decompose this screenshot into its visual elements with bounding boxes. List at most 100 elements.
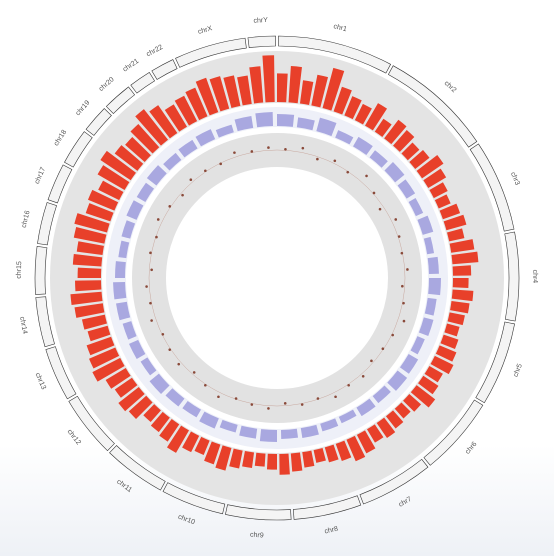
- track-point: [284, 147, 287, 151]
- track-bar: [237, 75, 252, 106]
- track-bar: [195, 77, 219, 116]
- track-bar: [159, 419, 180, 442]
- track-point: [267, 407, 270, 410]
- track-point: [150, 319, 153, 322]
- track-bar: [451, 289, 474, 302]
- track-bar: [249, 66, 264, 104]
- track-bar: [290, 452, 303, 472]
- track-point: [177, 362, 181, 366]
- track-point: [397, 235, 401, 238]
- track-bar: [439, 203, 461, 220]
- track-bar: [427, 256, 439, 275]
- chromosome-label: chr15: [16, 261, 24, 279]
- track-point: [204, 383, 207, 387]
- track-bar: [136, 182, 155, 202]
- track-bar: [242, 451, 255, 468]
- track-bar: [122, 321, 137, 340]
- ideogram: [68, 395, 115, 452]
- track-bar: [126, 200, 144, 220]
- ideogram: [130, 71, 156, 94]
- track-bar: [116, 301, 131, 321]
- track-bar: [76, 241, 104, 256]
- track-bar: [166, 425, 189, 453]
- track-bar: [150, 411, 170, 433]
- track-bar: [417, 215, 434, 235]
- track-bar: [434, 194, 451, 209]
- track-bar: [277, 73, 288, 103]
- chromosome-label: chr8: [324, 526, 339, 536]
- ideogram: [47, 164, 73, 204]
- track-point: [150, 268, 153, 272]
- track-point: [316, 397, 320, 400]
- track-bar: [229, 448, 243, 469]
- track-bar: [239, 425, 258, 439]
- chromosome-label: chr3: [509, 171, 521, 186]
- track-bar: [149, 373, 170, 394]
- track-bar: [89, 347, 120, 369]
- track-bar: [74, 303, 105, 318]
- track-point: [316, 157, 319, 161]
- track-bar: [444, 323, 460, 337]
- track-point: [219, 162, 222, 166]
- track-bar: [418, 317, 434, 337]
- track-bar: [333, 86, 352, 115]
- track-point: [156, 218, 160, 221]
- track-point: [402, 301, 405, 305]
- track-point: [217, 395, 220, 399]
- track-bar: [423, 168, 447, 189]
- track-bar: [87, 189, 119, 211]
- track-bar: [399, 354, 419, 374]
- track-bar: [130, 124, 160, 154]
- track-bar: [163, 152, 182, 171]
- track-bar: [394, 402, 411, 419]
- track-bar: [254, 452, 266, 467]
- track-bar: [393, 130, 415, 152]
- track-bar: [320, 418, 339, 432]
- track-bar: [128, 395, 153, 419]
- track-point: [250, 150, 254, 153]
- track-bar: [182, 400, 201, 418]
- track-bar: [143, 404, 161, 423]
- ideogram: [504, 231, 520, 322]
- track-point: [204, 169, 207, 173]
- track-bar: [178, 139, 198, 158]
- track-bar: [452, 278, 469, 289]
- point-baseline: [148, 149, 406, 407]
- track-point: [334, 395, 337, 399]
- track-bar: [335, 130, 354, 145]
- track-bar: [369, 150, 388, 168]
- ideogram: [225, 504, 292, 521]
- track-bar: [97, 165, 130, 190]
- track-point: [234, 397, 238, 400]
- track-bar: [344, 96, 362, 120]
- track-point: [381, 347, 385, 351]
- track-bar: [259, 429, 277, 442]
- track-bar: [410, 385, 436, 408]
- track-bar: [87, 325, 111, 342]
- track-bar: [435, 345, 457, 362]
- ideogram: [105, 86, 136, 114]
- track-bar: [118, 386, 145, 412]
- ideogram: [34, 246, 48, 295]
- ideogram: [37, 202, 57, 246]
- track-bar: [204, 441, 221, 465]
- track-bar: [140, 357, 157, 376]
- track-bar: [277, 114, 295, 127]
- track-bar: [223, 75, 241, 108]
- chromosome-label: chr14: [18, 316, 28, 335]
- track-bar: [77, 267, 102, 278]
- ideogram: [469, 143, 515, 232]
- ideogram: [475, 321, 515, 404]
- track-point: [283, 402, 287, 405]
- track-bar: [114, 377, 138, 398]
- track-bar: [316, 117, 337, 137]
- ideogram: [387, 65, 478, 148]
- track-bar: [429, 182, 448, 199]
- ideogram: [151, 59, 178, 80]
- track-bar: [447, 228, 465, 242]
- track-point: [189, 178, 193, 182]
- track-bar: [313, 448, 326, 463]
- ideogram: [293, 495, 362, 520]
- track-point: [361, 374, 365, 378]
